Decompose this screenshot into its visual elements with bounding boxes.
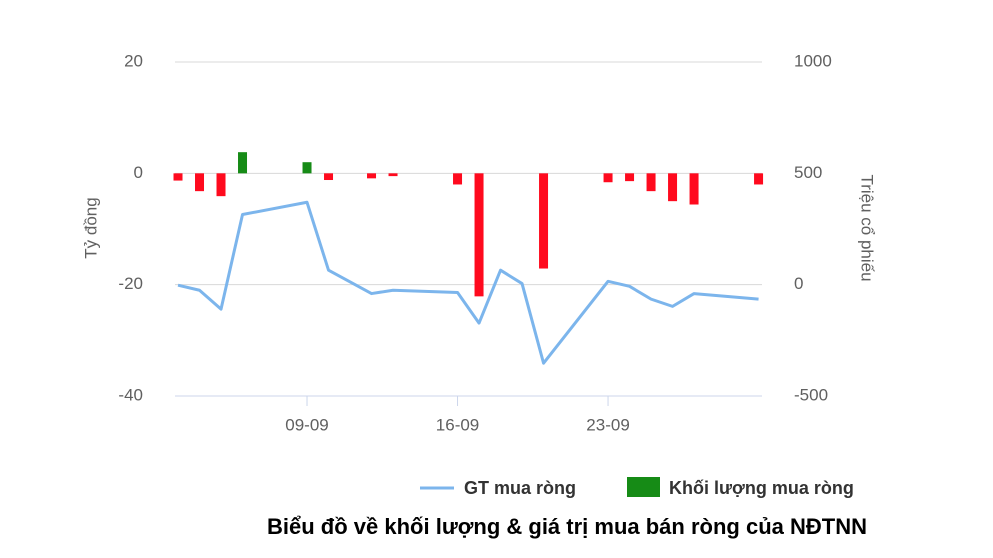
y-tick-label: 0 xyxy=(134,163,143,182)
bar xyxy=(324,173,334,181)
bar xyxy=(754,173,764,185)
bar xyxy=(668,173,678,202)
x-tick-label: 23-09 xyxy=(586,415,629,434)
y-tick-label: -20 xyxy=(118,274,143,293)
legend-label: Khối lượng mua ròng xyxy=(669,478,854,498)
bar xyxy=(625,173,635,182)
x-tick-label: 09-09 xyxy=(285,415,328,434)
bar xyxy=(238,152,248,174)
bar xyxy=(388,173,398,177)
y2-tick-label: 500 xyxy=(794,163,822,182)
bar xyxy=(195,173,205,192)
bar xyxy=(216,173,226,197)
x-tick-label: 16-09 xyxy=(436,415,479,434)
chart-title: Biểu đồ về khối lượng & giá trị mua bán … xyxy=(267,514,867,539)
bar xyxy=(646,173,656,192)
bar xyxy=(603,173,613,183)
y2-axis-label: Triệu cổ phiếu xyxy=(858,174,877,281)
bar xyxy=(539,173,549,269)
y2-tick-label: 1000 xyxy=(794,51,832,70)
bar xyxy=(173,173,183,181)
bar xyxy=(689,173,699,205)
legend-label: GT mua ròng xyxy=(464,478,576,498)
bar xyxy=(453,173,463,185)
y-tick-label: 20 xyxy=(124,51,143,70)
y2-tick-label: -500 xyxy=(794,385,828,404)
bar xyxy=(474,173,484,297)
line xyxy=(177,200,759,365)
y2-tick-label: 0 xyxy=(794,274,803,293)
bar xyxy=(302,162,312,174)
legend-symbol xyxy=(627,477,660,497)
y-tick-label: -40 xyxy=(118,385,143,404)
y-axis-label: Tỷ đồng xyxy=(81,197,100,258)
bar xyxy=(367,173,377,179)
